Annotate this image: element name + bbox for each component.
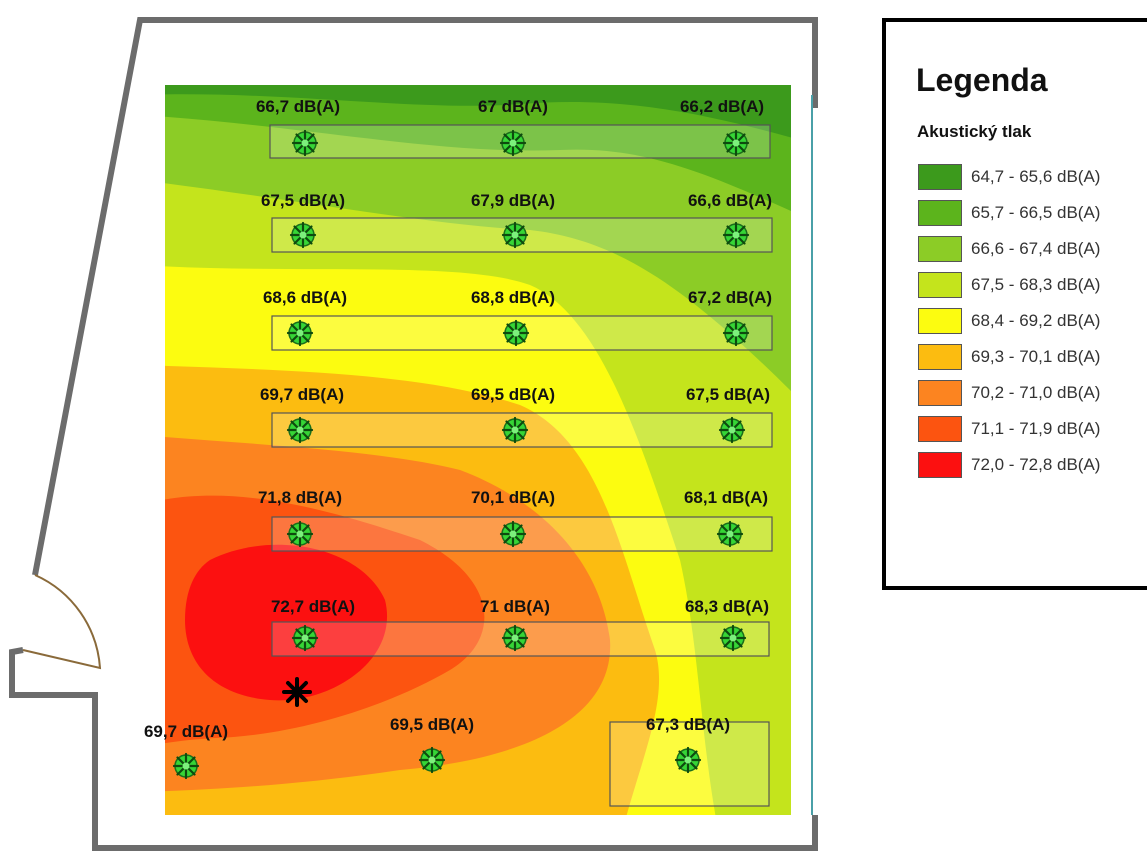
measurement-label: 69,5 dB(A) bbox=[390, 715, 474, 734]
measurement-label: 66,7 dB(A) bbox=[256, 97, 340, 116]
measurement-point: 68,1 dB(A) bbox=[684, 488, 768, 548]
legend-item: 64,7 - 65,6 dB(A) bbox=[918, 159, 1100, 195]
measurement-label: 68,1 dB(A) bbox=[684, 488, 768, 507]
measurement-point: 67,3 dB(A) bbox=[646, 715, 730, 774]
measurement-label: 69,7 dB(A) bbox=[260, 385, 344, 404]
legend-item: 68,4 - 69,2 dB(A) bbox=[918, 303, 1100, 339]
legend-item: 69,3 - 70,1 dB(A) bbox=[918, 339, 1100, 375]
measurement-point: 68,3 dB(A) bbox=[685, 597, 769, 652]
noise-contours bbox=[165, 85, 791, 815]
measurement-label: 68,6 dB(A) bbox=[263, 288, 347, 307]
measurement-label: 66,2 dB(A) bbox=[680, 97, 764, 116]
legend-item: 67,5 - 68,3 dB(A) bbox=[918, 267, 1100, 303]
legend-item-label: 64,7 - 65,6 dB(A) bbox=[971, 167, 1101, 186]
measurement-label: 67 dB(A) bbox=[478, 97, 548, 116]
door-arc bbox=[22, 574, 102, 670]
legend-swatch bbox=[918, 452, 962, 478]
table-row-2 bbox=[271, 217, 773, 253]
legend-list: 64,7 - 65,6 dB(A) 65,7 - 66,5 dB(A) 66,6… bbox=[918, 159, 1100, 483]
legend-item: 66,6 - 67,4 dB(A) bbox=[918, 231, 1100, 267]
measurement-point: 66,7 dB(A) bbox=[256, 97, 340, 157]
legend-item-label: 68,4 - 69,2 dB(A) bbox=[971, 311, 1101, 330]
legend: Legenda Akustický tlak 64,7 - 65,6 dB(A)… bbox=[882, 18, 1147, 590]
measurement-point: 71,8 dB(A) bbox=[258, 488, 342, 548]
measurement-label: 72,7 dB(A) bbox=[271, 597, 355, 616]
measurement-point: 69,5 dB(A) bbox=[471, 385, 555, 444]
measurement-label: 70,1 dB(A) bbox=[471, 488, 555, 507]
legend-item: 70,2 - 71,0 dB(A) bbox=[918, 375, 1100, 411]
measurement-point: 71 dB(A) bbox=[480, 597, 550, 652]
legend-subtitle: Akustický tlak bbox=[917, 122, 1032, 141]
measurement-point: 66,2 dB(A) bbox=[680, 97, 764, 157]
measurement-label: 66,6 dB(A) bbox=[688, 191, 772, 210]
measurement-point: 70,1 dB(A) bbox=[471, 488, 555, 548]
legend-item-label: 66,6 - 67,4 dB(A) bbox=[971, 239, 1101, 258]
measurement-label: 68,8 dB(A) bbox=[471, 288, 555, 307]
measurement-point: 69,7 dB(A) bbox=[260, 385, 344, 444]
noise-map: 66,7 dB(A) 67 dB(A) 66,2 dB(A) 67,5 dB(A… bbox=[9, 17, 818, 851]
legend-swatch bbox=[918, 344, 962, 370]
legend-swatch bbox=[918, 380, 962, 406]
legend-item-label: 65,7 - 66,5 dB(A) bbox=[971, 203, 1101, 222]
measurement-label: 67,3 dB(A) bbox=[646, 715, 730, 734]
measurement-point: 68,6 dB(A) bbox=[263, 288, 347, 347]
legend-swatch bbox=[918, 200, 962, 226]
measurement-point: 67,5 dB(A) bbox=[261, 191, 345, 249]
measurement-label: 68,3 dB(A) bbox=[685, 597, 769, 616]
measurement-label: 67,9 dB(A) bbox=[471, 191, 555, 210]
measurement-point: 69,7 dB(A) bbox=[144, 722, 228, 780]
legend-title: Legenda bbox=[916, 62, 1048, 98]
legend-item: 65,7 - 66,5 dB(A) bbox=[918, 195, 1100, 231]
measurement-point: 68,8 dB(A) bbox=[471, 288, 555, 347]
legend-item-label: 69,3 - 70,1 dB(A) bbox=[971, 347, 1101, 366]
measurement-label: 67,5 dB(A) bbox=[261, 191, 345, 210]
legend-swatch bbox=[918, 308, 962, 334]
tables bbox=[269, 124, 773, 807]
legend-swatch bbox=[918, 416, 962, 442]
measurement-point: 67,5 dB(A) bbox=[686, 385, 770, 444]
measurement-label: 71 dB(A) bbox=[480, 597, 550, 616]
legend-swatch bbox=[918, 272, 962, 298]
legend-item-label: 72,0 - 72,8 dB(A) bbox=[971, 455, 1101, 474]
legend-swatch bbox=[918, 236, 962, 262]
measurement-label: 69,7 dB(A) bbox=[144, 722, 228, 741]
measurement-point: 67,9 dB(A) bbox=[471, 191, 555, 249]
measurement-label: 71,8 dB(A) bbox=[258, 488, 342, 507]
measurement-point: 72,7 dB(A) bbox=[271, 597, 355, 652]
legend-swatch bbox=[918, 164, 962, 190]
legend-item-label: 67,5 - 68,3 dB(A) bbox=[971, 275, 1101, 294]
room-walls bbox=[9, 17, 818, 851]
legend-item-label: 71,1 - 71,9 dB(A) bbox=[971, 419, 1101, 438]
legend-item: 71,1 - 71,9 dB(A) bbox=[918, 411, 1100, 447]
legend-item-label: 70,2 - 71,0 dB(A) bbox=[971, 383, 1101, 402]
measurement-label: 67,5 dB(A) bbox=[686, 385, 770, 404]
measurement-label: 67,2 dB(A) bbox=[688, 288, 772, 307]
legend-item: 72,0 - 72,8 dB(A) bbox=[918, 447, 1100, 483]
measurement-point: 66,6 dB(A) bbox=[688, 191, 772, 249]
measurement-label: 69,5 dB(A) bbox=[471, 385, 555, 404]
noise-source-icon bbox=[282, 677, 312, 707]
measurement-point: 67,2 dB(A) bbox=[688, 288, 772, 347]
measurement-point: 67 dB(A) bbox=[478, 97, 548, 157]
measurement-point: 69,5 dB(A) bbox=[390, 715, 474, 774]
